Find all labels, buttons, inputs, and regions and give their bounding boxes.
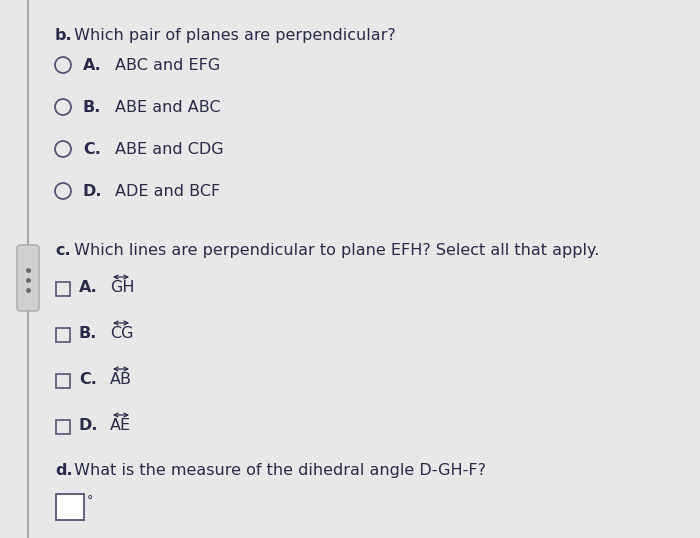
Text: c.: c. <box>55 243 71 258</box>
Text: ADE and BCF: ADE and BCF <box>115 184 220 199</box>
FancyBboxPatch shape <box>17 245 39 311</box>
Text: °: ° <box>87 494 93 507</box>
Text: B.: B. <box>79 326 97 341</box>
Text: GH: GH <box>110 280 134 295</box>
Text: ABC and EFG: ABC and EFG <box>115 58 220 73</box>
Text: CG: CG <box>110 326 134 341</box>
Text: d.: d. <box>55 463 73 478</box>
Text: D.: D. <box>83 184 102 199</box>
Text: A.: A. <box>79 280 98 295</box>
Text: C.: C. <box>83 142 101 157</box>
Text: C.: C. <box>79 372 97 387</box>
Text: Which lines are perpendicular to plane EFH? Select all that apply.: Which lines are perpendicular to plane E… <box>69 243 599 258</box>
Text: A.: A. <box>83 58 102 73</box>
FancyBboxPatch shape <box>56 494 84 520</box>
Text: Which pair of planes are perpendicular?: Which pair of planes are perpendicular? <box>69 28 396 43</box>
Text: AB: AB <box>110 372 132 387</box>
Text: b.: b. <box>55 28 73 43</box>
Text: AE: AE <box>110 418 131 433</box>
Text: ABE and CDG: ABE and CDG <box>115 142 223 157</box>
Text: B.: B. <box>83 100 102 115</box>
Text: ABE and ABC: ABE and ABC <box>115 100 220 115</box>
Text: What is the measure of the dihedral angle D-GH-F?: What is the measure of the dihedral angl… <box>69 463 486 478</box>
Text: D.: D. <box>79 418 99 433</box>
